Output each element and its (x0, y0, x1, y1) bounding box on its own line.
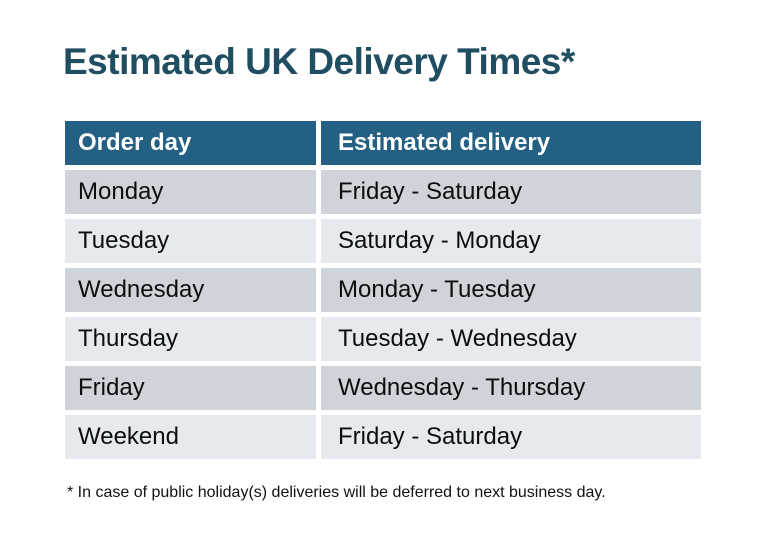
column-header-estimated-delivery: Estimated delivery (321, 121, 701, 165)
estimated-delivery-cell: Saturday - Monday (321, 219, 701, 263)
delivery-times-table: Order day Estimated delivery Monday Frid… (65, 121, 701, 459)
order-day-cell: Friday (65, 366, 316, 410)
estimated-delivery-cell: Monday - Tuesday (321, 268, 701, 312)
estimated-delivery-cell: Tuesday - Wednesday (321, 317, 701, 361)
order-day-cell: Tuesday (65, 219, 316, 263)
estimated-delivery-cell: Friday - Saturday (321, 170, 701, 214)
estimated-delivery-cell: Wednesday - Thursday (321, 366, 701, 410)
footnote: * In case of public holiday(s) deliverie… (67, 484, 606, 501)
order-day-cell: Monday (65, 170, 316, 214)
order-day-cell: Wednesday (65, 268, 316, 312)
order-day-cell: Thursday (65, 317, 316, 361)
column-header-order-day: Order day (65, 121, 316, 165)
order-day-cell: Weekend (65, 415, 316, 459)
page-title: Estimated UK Delivery Times* (63, 41, 575, 82)
estimated-delivery-cell: Friday - Saturday (321, 415, 701, 459)
